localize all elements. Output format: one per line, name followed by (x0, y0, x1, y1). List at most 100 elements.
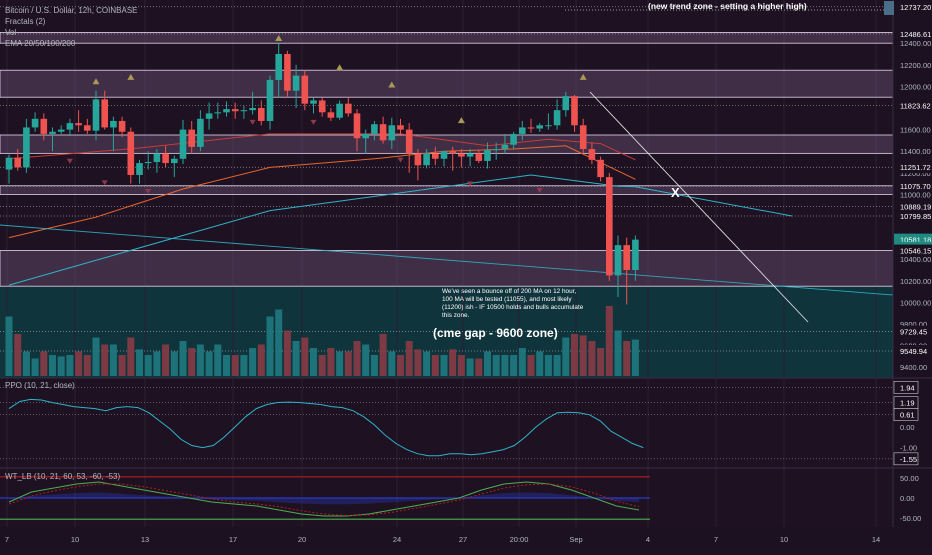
candle-body (423, 153, 430, 166)
indicator-vol[interactable]: Vol (5, 28, 17, 37)
price-marker-bg (894, 161, 932, 174)
indicator-fractals[interactable]: Fractals (2) (5, 17, 46, 26)
candle-body (205, 113, 213, 119)
candle-body (318, 100, 326, 113)
candle-body (171, 158, 178, 164)
candle-body (405, 129, 413, 154)
candle-body (188, 129, 195, 147)
candle-body (388, 125, 396, 141)
volume-bar (414, 349, 422, 376)
volume-bar (536, 351, 544, 376)
candle-body (327, 112, 335, 118)
fractal-down-marker (310, 119, 317, 125)
price-tick-label: 11200.00 (900, 169, 931, 178)
price-marker-bg (894, 0, 932, 13)
time-tick-label: 13 (141, 535, 149, 544)
price-marker-label: 12486.61 (900, 30, 931, 39)
price-marker-label: 10889.19 (900, 202, 931, 211)
wt-histogram-area (9, 492, 639, 505)
volume-bar (544, 355, 552, 376)
volume-bar (101, 344, 109, 376)
volume-bar (205, 351, 213, 376)
volume-bar (275, 309, 283, 376)
price-marker-label: 11075.70 (900, 182, 931, 191)
candle-body (353, 113, 361, 139)
candle-body (284, 54, 291, 91)
volume-bar (562, 337, 570, 376)
ema-200-line (8, 174, 793, 286)
price-marker-bg (894, 27, 932, 40)
price-tick-label: 11000.00 (900, 190, 931, 199)
candle-body (527, 127, 535, 129)
candle-body (623, 245, 630, 270)
price-marker-label: 9549.94 (900, 347, 927, 356)
price-tick-label: 11600.00 (900, 126, 931, 135)
volume-bar (571, 334, 578, 376)
candle-body (57, 129, 65, 132)
volume-bar (231, 355, 239, 376)
downtrend-line (589, 91, 809, 323)
fractal-down-marker (536, 187, 543, 193)
candle-body (92, 99, 100, 131)
candle-body (23, 127, 30, 168)
volume-bar (188, 348, 196, 376)
candle-body (362, 133, 369, 139)
symbol-title[interactable]: Bitcoin / U.S. Dollar, 12h, COINBASE (5, 6, 138, 15)
volume-bar (370, 355, 378, 376)
ppo-marker-bg (893, 452, 919, 466)
price-marker-bg (894, 200, 932, 213)
candle-body (501, 144, 509, 150)
volume-bar (579, 335, 587, 376)
volume-bar (5, 316, 13, 376)
volume-bar (310, 348, 317, 376)
ppo-marker-bg (893, 408, 919, 421)
long-trendline (0, 224, 894, 296)
time-tick-label: 27 (459, 535, 467, 544)
time-tick-label: 10 (780, 535, 788, 544)
indicator-ema[interactable]: EMA 20/50/100/200 (5, 39, 76, 48)
candle-body (5, 157, 13, 170)
price-tick-label: 9400.00 (900, 363, 927, 372)
candle-body (397, 125, 404, 130)
price-tick-label: 10400.00 (900, 255, 931, 264)
candle-body (632, 239, 639, 270)
candle-body (432, 153, 439, 159)
candle-body (588, 149, 596, 160)
candle-body (492, 149, 500, 151)
candle-body (562, 96, 570, 111)
note-annotation-line: We've seen a bounce off of 200 MA on 12 … (442, 288, 576, 295)
candle-body (110, 120, 117, 128)
candle-body (449, 151, 456, 154)
candle-body (536, 125, 543, 129)
ppo-line (8, 398, 644, 457)
fractal-down-marker (66, 158, 73, 164)
ppo-label[interactable]: PPO (10, 21, close) (5, 381, 75, 390)
fractal-up-marker (127, 73, 135, 80)
volume-bar (588, 341, 596, 376)
candle-body (231, 109, 239, 112)
price-marker-label: 11251.72 (900, 163, 931, 172)
candle-body (40, 118, 48, 134)
candle-body (466, 153, 474, 157)
volume-bar (344, 351, 352, 376)
candle-body (31, 118, 39, 128)
chart-legend: Bitcoin / U.S. Dollar, 12h, COINBASE Fra… (5, 5, 138, 49)
volume-bar (623, 341, 631, 376)
candle-body (214, 112, 222, 114)
volume-bar (431, 355, 439, 376)
price-tick-label: 9800.00 (900, 320, 927, 329)
price-marker-bg (894, 210, 932, 223)
volume-bar (75, 351, 83, 376)
candle-body (336, 103, 343, 118)
volume-bar (597, 348, 605, 376)
candle-body (553, 110, 561, 126)
volume-bar (127, 337, 135, 376)
price-marker-label: 10581.18 (900, 236, 931, 245)
candle-body (345, 103, 352, 114)
wt-label[interactable]: WT_LB (10, 21, 60, 53, -60, -53) (5, 472, 121, 481)
volume-bar (457, 355, 465, 376)
volume-bar (605, 306, 613, 376)
candle-body (197, 118, 204, 147)
